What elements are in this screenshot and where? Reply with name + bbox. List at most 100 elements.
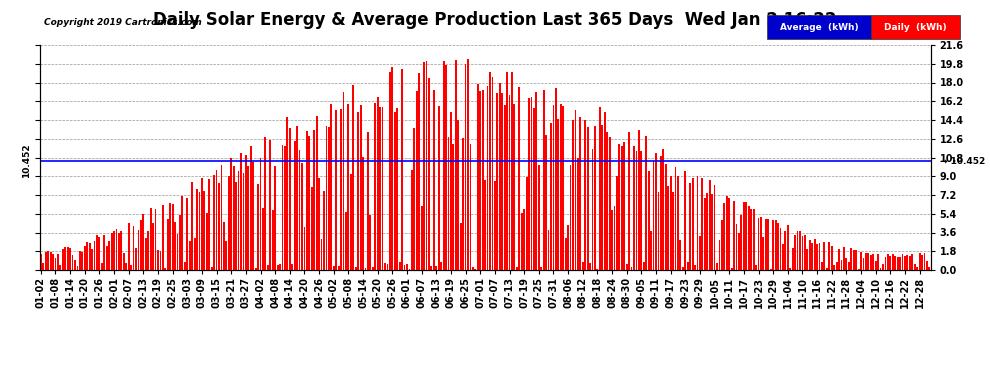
Bar	[333, 266, 335, 270]
Bar	[702, 178, 703, 270]
Bar	[841, 260, 842, 270]
Bar	[126, 262, 127, 270]
Bar	[687, 262, 689, 270]
Bar	[647, 171, 649, 270]
Bar	[770, 269, 771, 270]
Bar	[562, 105, 564, 270]
Bar	[667, 186, 669, 270]
Bar	[784, 231, 786, 270]
Bar	[621, 146, 623, 270]
Bar	[750, 209, 752, 270]
Bar	[719, 240, 721, 270]
Bar	[669, 176, 671, 270]
Bar	[423, 62, 425, 270]
Bar	[81, 252, 83, 270]
Bar	[892, 254, 894, 270]
Bar	[452, 144, 454, 270]
Bar	[821, 262, 823, 270]
Bar	[428, 78, 430, 270]
Bar	[660, 156, 661, 270]
Bar	[731, 268, 733, 270]
Bar	[59, 265, 61, 270]
Bar	[357, 112, 359, 270]
Bar	[294, 141, 296, 270]
Bar	[414, 128, 415, 270]
Bar	[66, 247, 68, 270]
Bar	[206, 213, 208, 270]
Bar	[545, 135, 547, 270]
Bar	[772, 220, 774, 270]
Bar	[426, 61, 428, 270]
Bar	[86, 242, 88, 270]
Bar	[186, 198, 188, 270]
Bar	[447, 137, 449, 270]
Bar	[824, 242, 826, 270]
Bar	[167, 219, 168, 270]
Bar	[692, 178, 694, 270]
Bar	[394, 112, 396, 270]
Bar	[641, 152, 643, 270]
Bar	[752, 209, 754, 270]
Bar	[299, 150, 301, 270]
Bar	[677, 176, 679, 270]
Bar	[577, 158, 579, 270]
Bar	[629, 132, 630, 270]
Bar	[113, 231, 115, 270]
Bar	[775, 220, 776, 270]
Bar	[201, 178, 203, 270]
Bar	[902, 254, 904, 270]
Bar	[309, 136, 310, 270]
Bar	[599, 107, 601, 270]
Bar	[541, 267, 543, 270]
Bar	[149, 208, 151, 270]
Bar	[514, 104, 516, 270]
Bar	[264, 137, 266, 270]
Bar	[101, 263, 103, 270]
Bar	[516, 267, 518, 270]
Bar	[519, 87, 520, 270]
Bar	[374, 103, 376, 270]
Text: Daily  (kWh): Daily (kWh)	[884, 22, 947, 32]
Bar	[199, 192, 200, 270]
Bar	[421, 206, 423, 270]
Bar	[369, 215, 371, 270]
Bar	[865, 253, 867, 270]
Bar	[404, 265, 406, 270]
Bar	[831, 246, 833, 270]
Bar	[924, 253, 926, 270]
Bar	[238, 171, 240, 270]
Bar	[311, 188, 313, 270]
Bar	[547, 231, 549, 270]
Bar	[572, 120, 574, 270]
Bar	[416, 91, 418, 270]
Bar	[71, 255, 73, 270]
Text: Copyright 2019 Cartronics.com: Copyright 2019 Cartronics.com	[44, 18, 202, 27]
Bar	[494, 181, 496, 270]
Bar	[218, 183, 220, 270]
Bar	[79, 251, 81, 270]
Bar	[884, 257, 886, 270]
Bar	[809, 240, 811, 270]
Bar	[279, 264, 281, 270]
Bar	[386, 264, 388, 270]
Bar	[614, 206, 616, 270]
Bar	[633, 146, 635, 270]
Bar	[249, 146, 251, 270]
Bar	[213, 176, 215, 270]
Bar	[689, 183, 691, 270]
Bar	[929, 267, 931, 270]
Bar	[684, 171, 686, 270]
Bar	[313, 130, 315, 270]
Bar	[543, 90, 545, 270]
Bar	[131, 265, 132, 270]
Bar	[862, 258, 864, 270]
Bar	[606, 132, 608, 270]
Bar	[181, 196, 183, 270]
Bar	[331, 104, 333, 270]
Bar	[216, 170, 218, 270]
Bar	[650, 231, 652, 270]
Bar	[89, 243, 90, 270]
Bar	[491, 77, 493, 270]
Bar	[555, 88, 556, 270]
Bar	[382, 106, 383, 270]
